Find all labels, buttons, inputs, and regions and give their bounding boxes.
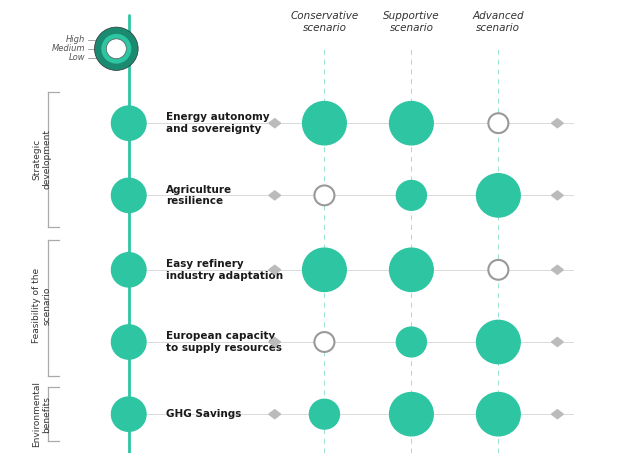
Ellipse shape bbox=[112, 178, 146, 213]
Ellipse shape bbox=[396, 327, 426, 357]
Polygon shape bbox=[552, 409, 563, 419]
Polygon shape bbox=[269, 266, 281, 274]
Text: Supportive
scenario: Supportive scenario bbox=[383, 11, 440, 33]
Text: Strategic
development: Strategic development bbox=[32, 129, 51, 189]
Polygon shape bbox=[269, 409, 281, 419]
Ellipse shape bbox=[112, 106, 146, 140]
Polygon shape bbox=[552, 266, 563, 274]
Text: Low: Low bbox=[69, 53, 85, 62]
Ellipse shape bbox=[489, 260, 509, 280]
Text: Feasibility of the
scenario: Feasibility of the scenario bbox=[32, 268, 51, 344]
Ellipse shape bbox=[310, 399, 339, 429]
Polygon shape bbox=[269, 337, 281, 346]
Polygon shape bbox=[552, 337, 563, 346]
Ellipse shape bbox=[303, 248, 346, 292]
Ellipse shape bbox=[477, 393, 520, 436]
Ellipse shape bbox=[112, 325, 146, 359]
Polygon shape bbox=[552, 191, 563, 200]
Ellipse shape bbox=[314, 332, 334, 352]
Polygon shape bbox=[552, 119, 563, 128]
Ellipse shape bbox=[94, 27, 138, 70]
Text: European capacity
to supply resources: European capacity to supply resources bbox=[166, 331, 282, 353]
Ellipse shape bbox=[489, 113, 509, 133]
Text: Medium: Medium bbox=[52, 44, 85, 53]
Ellipse shape bbox=[477, 174, 520, 217]
Ellipse shape bbox=[112, 253, 146, 287]
Ellipse shape bbox=[477, 320, 520, 364]
Ellipse shape bbox=[389, 248, 433, 292]
Ellipse shape bbox=[389, 101, 433, 145]
Text: Agriculture
resilience: Agriculture resilience bbox=[166, 185, 232, 206]
Ellipse shape bbox=[101, 34, 131, 64]
Ellipse shape bbox=[112, 397, 146, 431]
Text: Conservative
scenario: Conservative scenario bbox=[290, 11, 359, 33]
Ellipse shape bbox=[303, 101, 346, 145]
Text: GHG Savings: GHG Savings bbox=[166, 409, 241, 419]
Text: Advanced
scenario: Advanced scenario bbox=[472, 11, 524, 33]
Ellipse shape bbox=[314, 186, 334, 205]
Text: Environmental
benefits: Environmental benefits bbox=[32, 381, 51, 447]
Text: Energy autonomy
and sovereignty: Energy autonomy and sovereignty bbox=[166, 112, 270, 134]
Ellipse shape bbox=[389, 393, 433, 436]
Text: Easy refinery
industry adaptation: Easy refinery industry adaptation bbox=[166, 259, 283, 281]
Ellipse shape bbox=[396, 181, 426, 210]
Text: High: High bbox=[66, 35, 85, 44]
Polygon shape bbox=[269, 119, 281, 128]
Polygon shape bbox=[269, 191, 281, 200]
Ellipse shape bbox=[106, 39, 126, 58]
